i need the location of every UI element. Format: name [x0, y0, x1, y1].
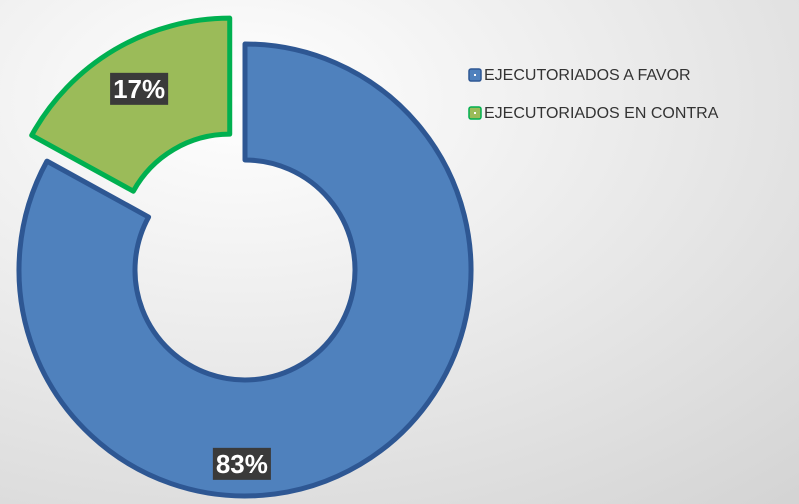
legend-swatch-dot: [474, 112, 476, 114]
value-label-box: [212, 447, 271, 480]
value-label: 17%: [113, 74, 165, 104]
legend-swatch-dot: [474, 74, 476, 76]
value-label-box: [110, 72, 169, 105]
legend-label: EJECUTORIADOS EN CONTRA: [484, 105, 719, 122]
value-label: 83%: [216, 449, 268, 479]
legend-label: EJECUTORIADOS A FAVOR: [484, 67, 691, 84]
donut-segment: [16, 41, 474, 499]
